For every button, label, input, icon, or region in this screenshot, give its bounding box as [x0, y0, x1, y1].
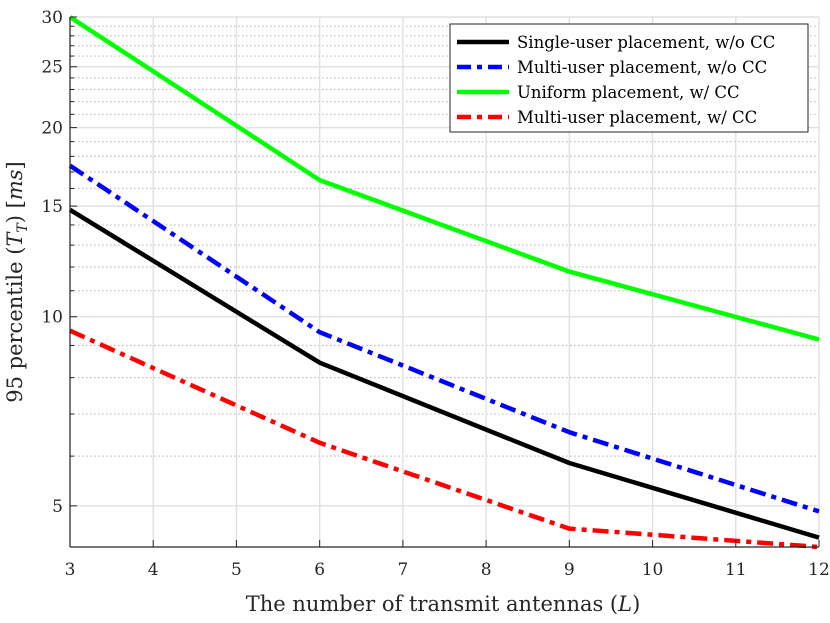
y-tick-label: 30 [41, 8, 63, 28]
legend-label-4: Multi-user placement, w/ CC [517, 108, 757, 127]
y-tick-label: 15 [41, 197, 63, 217]
y-tick-label: 5 [52, 497, 63, 517]
x-tick-label: 8 [481, 560, 492, 580]
x-tick-label: 7 [397, 560, 408, 580]
series-line-1 [68, 207, 820, 540]
x-tick-label: 6 [314, 560, 325, 580]
legend-label-2: Multi-user placement, w/o CC [517, 58, 767, 77]
x-tick-label: 10 [642, 560, 664, 580]
x-tick-label: 12 [808, 560, 830, 580]
x-axis-title: The number of transmit antennas (L) [246, 592, 641, 616]
y-tick-label: 10 [41, 308, 63, 328]
y-tick-labels: 5 10 15 20 25 30 [41, 8, 63, 517]
legend-label-1: Single-user placement, w/o CC [517, 33, 775, 52]
x-tick-label: 5 [231, 560, 242, 580]
legend-box [449, 23, 809, 133]
series-line-2 [68, 163, 820, 514]
y-tick-label: 20 [41, 119, 63, 139]
y-axis-title: 95 percentile (TT) [ms] [3, 161, 31, 403]
legend: Single-user placement, w/o CC Multi-user … [449, 23, 809, 133]
x-tick-label: 11 [725, 560, 747, 580]
x-tick-label: 9 [564, 560, 575, 580]
series-lines [68, 15, 820, 550]
series-line-4 [69, 328, 820, 550]
y-tick-label: 25 [41, 58, 63, 78]
x-tick-label: 3 [65, 560, 76, 580]
x-tick-labels: 3 4 5 6 7 8 9 10 11 12 [65, 560, 830, 580]
legend-label-3: Uniform placement, w/ CC [517, 83, 740, 102]
x-tick-label: 4 [148, 560, 159, 580]
axes [69, 16, 820, 548]
series-line-3 [68, 15, 820, 342]
